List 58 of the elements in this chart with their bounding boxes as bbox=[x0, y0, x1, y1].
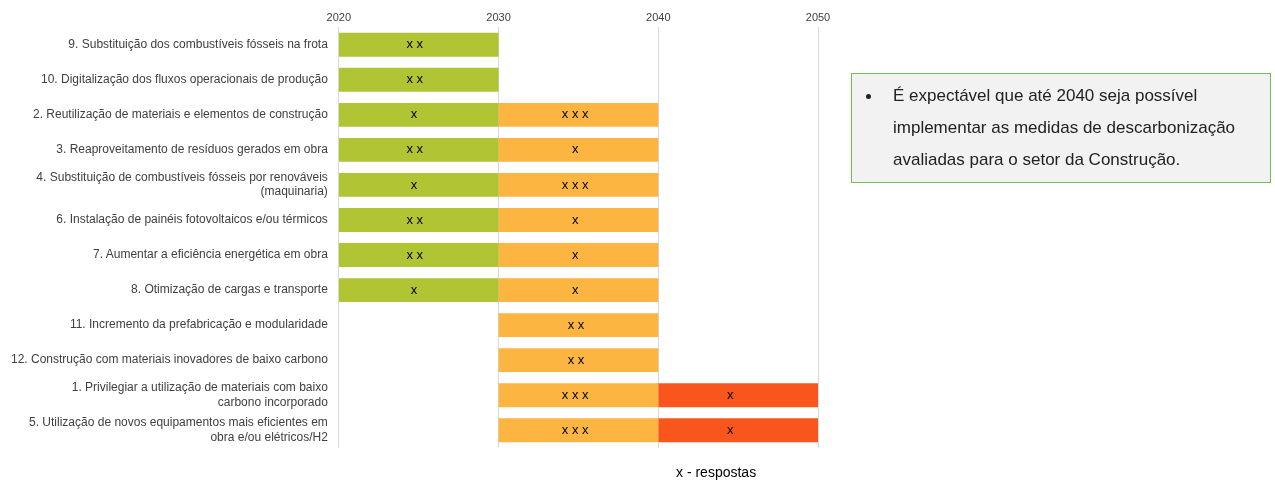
bar bbox=[338, 67, 499, 92]
bar bbox=[338, 278, 499, 302]
annotation: x bbox=[726, 386, 734, 402]
annotation: x x x bbox=[561, 106, 590, 122]
y-tick-label: 10. Digitalização dos fluxos operacionais de produção bbox=[40, 72, 329, 87]
annotation: x bbox=[410, 176, 418, 192]
y-tick-label: 6. Instalação de painéis fotovoltaicos e/ou térmicos bbox=[56, 212, 328, 227]
annotation: x x bbox=[406, 36, 424, 52]
bar bbox=[498, 137, 659, 162]
x-tick-label: 2030 bbox=[486, 10, 511, 23]
y-tick-label: 12. Construção com materiais inovadores de baixo carbono bbox=[11, 352, 329, 367]
bar bbox=[338, 102, 499, 127]
y-tick-label: 9. Substituição dos combustíveis fósseis na frota bbox=[68, 37, 329, 52]
bar bbox=[498, 208, 659, 232]
bar bbox=[338, 32, 499, 57]
y-tick-label: 8. Otimização de cargas e transporte bbox=[131, 282, 329, 297]
annotation: x x bbox=[567, 351, 585, 367]
bar bbox=[658, 418, 818, 443]
x-tick-label: 2040 bbox=[646, 10, 671, 23]
bar bbox=[338, 137, 499, 162]
annotation: x x bbox=[567, 316, 585, 332]
text: x - respostas bbox=[676, 464, 757, 480]
bar bbox=[498, 383, 659, 408]
bar bbox=[338, 173, 499, 197]
annotation: x x bbox=[406, 71, 424, 87]
bar bbox=[498, 102, 659, 127]
annotation: x x bbox=[406, 211, 424, 227]
x-tick-label: 2050 bbox=[805, 10, 831, 23]
annotation: x bbox=[410, 281, 418, 297]
bar bbox=[498, 348, 659, 373]
x-tick-label: 2020 bbox=[326, 10, 352, 23]
bar bbox=[658, 383, 818, 408]
annotation: x x bbox=[406, 141, 424, 157]
y-tick-label: 11. Incremento da prefabricação e modularidade bbox=[69, 317, 329, 332]
y-tick-label: 3. Reaproveitamento de resíduos gerados em obra bbox=[56, 142, 329, 157]
annotation: x x x bbox=[561, 421, 590, 437]
annotation: x bbox=[410, 106, 418, 122]
y-tick-label: 2. Reutilização de materiais e elementos de construção bbox=[33, 107, 329, 122]
bar bbox=[498, 313, 659, 338]
annotation: x x bbox=[406, 246, 424, 262]
annotation: x bbox=[571, 141, 579, 157]
bar bbox=[498, 278, 659, 302]
bar bbox=[338, 243, 499, 267]
annotation: x bbox=[571, 246, 579, 262]
y-tick-label: 4. Substituição de combustíveis fósseis por renováveis (maquinaria) bbox=[36, 170, 328, 199]
bar bbox=[338, 208, 499, 232]
y-tick-label: 5. Utilização de novos equipamentos mais eficientes em obra e/ou elétricos/H2 bbox=[29, 415, 329, 444]
y-tick-label: 1. Privilegiar a utilização de materiais com baixo carbono incorporado bbox=[71, 380, 329, 409]
annotation: x x x bbox=[561, 176, 590, 192]
annotation: x x x bbox=[561, 386, 590, 402]
annotation: x bbox=[726, 421, 734, 437]
bar bbox=[498, 418, 659, 443]
bar bbox=[498, 173, 659, 197]
annotation: x bbox=[571, 211, 579, 227]
y-tick-label: 7. Aumentar a eficiência energética em obra bbox=[93, 247, 329, 262]
annotation: x bbox=[571, 281, 579, 297]
bar bbox=[498, 243, 659, 267]
text: É expectável que até 2040 seja possível implementar as medidas de descarbonização avaliadas para o setor da Construção. bbox=[893, 85, 1237, 171]
